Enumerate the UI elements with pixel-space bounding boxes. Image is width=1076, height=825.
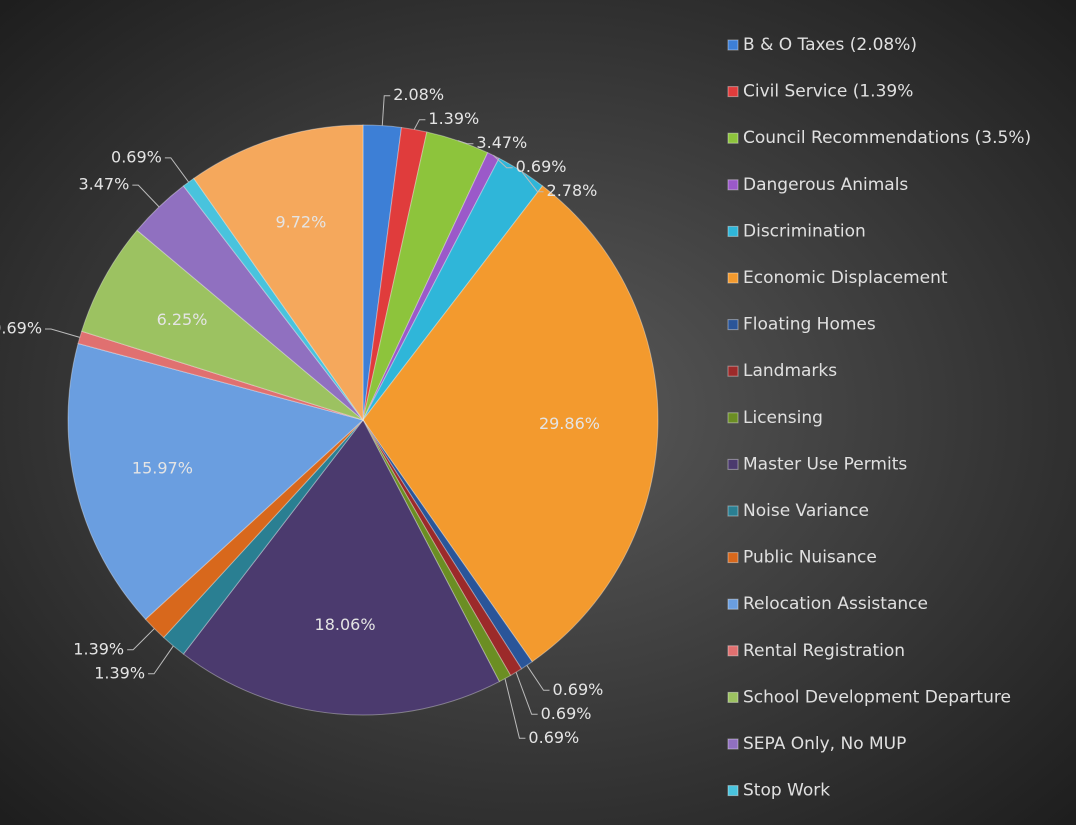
legend-swatch <box>727 225 739 237</box>
data-label: 0.69% <box>111 147 162 166</box>
slice <box>182 419 501 716</box>
legend-label: Licensing <box>743 408 823 428</box>
slice <box>362 131 489 421</box>
data-label: 2.78% <box>547 181 598 200</box>
legend-label: Council Recommendations (3.5%) <box>743 128 1031 148</box>
data-label: 6.25% <box>157 310 208 329</box>
leader-line <box>521 170 544 193</box>
legend-label: Discrimination <box>743 221 866 241</box>
leader-line <box>132 184 160 208</box>
slice <box>144 419 364 639</box>
legend-label: SEPA Only, No MUP <box>743 734 906 754</box>
data-label: 0.69% <box>541 704 592 723</box>
legend-swatch <box>727 458 739 470</box>
data-label: 3.47% <box>78 175 129 194</box>
data-label: 0.69% <box>516 157 567 176</box>
legend-swatch <box>727 86 739 98</box>
legend-label: Stop Work <box>743 781 830 801</box>
legend-label: Dangerous Animals <box>743 175 908 195</box>
data-label: 1.39% <box>94 663 145 682</box>
data-label: 3.47% <box>476 133 527 152</box>
legend-swatch <box>727 738 739 750</box>
slice <box>162 419 364 655</box>
legend-swatch <box>727 39 739 51</box>
slice <box>67 342 365 620</box>
slice <box>136 185 364 421</box>
slice <box>193 124 364 422</box>
legend-label: B & O Taxes (2.08%) <box>743 35 917 55</box>
legend-swatch <box>727 179 739 191</box>
legend-swatch <box>727 132 739 144</box>
legend-label: Landmarks <box>743 361 837 381</box>
legend-swatch <box>727 691 739 703</box>
data-label: 18.06% <box>315 615 376 634</box>
leader-line <box>127 628 155 651</box>
data-label: 1.39% <box>73 639 124 658</box>
legend-swatch <box>727 319 739 331</box>
leader-line <box>526 665 550 691</box>
legend-swatch <box>727 645 739 657</box>
legend-label: Economic Displacement <box>743 268 948 288</box>
data-label: 9.72% <box>275 213 326 232</box>
leader-line <box>515 672 538 715</box>
leader-line <box>457 140 474 145</box>
legend-swatch <box>727 785 739 797</box>
slice <box>362 419 523 677</box>
slice <box>362 157 544 421</box>
data-label: 0.69% <box>0 318 42 337</box>
leader-line <box>45 328 80 338</box>
legend-swatch <box>727 272 739 284</box>
legend-label: Floating Homes <box>743 315 876 335</box>
leader-line <box>148 645 174 675</box>
legend-label: Noise Variance <box>743 501 869 521</box>
legend-label: Relocation Assistance <box>743 594 928 614</box>
slice <box>362 185 659 663</box>
slice <box>362 126 428 421</box>
leader-line <box>493 155 513 169</box>
data-label: 29.86% <box>539 414 600 433</box>
legend-swatch <box>727 552 739 564</box>
legend-label: School Development Departure <box>743 687 1011 707</box>
legend-label: Public Nuisance <box>743 548 877 568</box>
leader-line <box>504 678 526 739</box>
data-label: 1.39% <box>428 109 479 128</box>
data-label: 0.69% <box>528 728 579 747</box>
leader-line <box>413 119 426 130</box>
leader-line <box>381 95 391 126</box>
legend-swatch <box>727 505 739 517</box>
leader-line <box>164 157 189 183</box>
legend-label: Rental Registration <box>743 641 905 661</box>
slice <box>362 151 500 421</box>
slice <box>81 229 364 421</box>
legend-label: Civil Service (1.39% <box>743 82 913 102</box>
legend-swatch <box>727 365 739 377</box>
slice <box>182 177 364 421</box>
legend-swatch <box>727 412 739 424</box>
legend-swatch <box>727 598 739 610</box>
data-label: 15.97% <box>132 459 193 478</box>
data-label: 0.69% <box>553 680 604 699</box>
legend-label: Master Use Permits <box>743 454 907 474</box>
data-label: 2.08% <box>393 85 444 104</box>
